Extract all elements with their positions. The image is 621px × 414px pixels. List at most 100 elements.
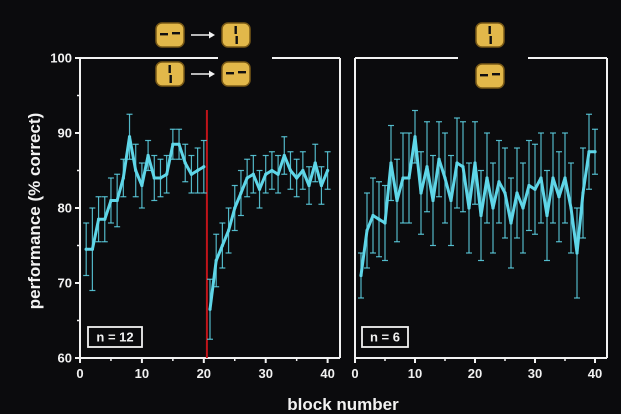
right-data-point [485,176,489,180]
left-data-point [301,168,305,173]
left-ytick-label: 60 [58,351,72,366]
right-icon-1-bar-1 [488,26,491,34]
right-data-point [395,198,399,203]
left-ytick-label: 70 [58,276,72,291]
right-data-point [401,176,405,180]
right-icon-2-bar-2 [492,73,500,76]
right-data-point [455,161,459,165]
y-axis-label: performance (% correct) [25,113,44,310]
right-n-label: n = 6 [370,330,400,345]
left-data-point [264,172,268,176]
right-icon-1 [475,22,505,48]
left-data-point [319,183,324,188]
left-data-point [103,217,107,221]
right-data-point [575,251,579,255]
right-data-point [515,191,519,195]
left-data-point [121,176,125,180]
right-data-point [359,273,363,278]
left-ytick-label: 100 [50,51,72,66]
right-series-line [359,135,597,277]
left-ytick-label: 80 [58,201,72,216]
right-n-box [361,326,409,348]
left-icon-2-from [155,61,185,87]
left-data-point [127,135,132,139]
left-data-point [158,176,163,180]
right-data-point [419,191,423,195]
left-xtick-label: 0 [76,366,83,381]
right-xtick-label: 30 [528,366,542,381]
left-data-point [134,168,138,173]
left-data-point [202,165,206,169]
left-data-point [326,168,330,173]
right-data-point [563,176,567,180]
left-icon-2-to [221,61,251,87]
right-data-point [527,183,531,188]
right-data-point [551,176,555,180]
right-icon-2 [475,63,505,89]
left-data-point [171,142,175,146]
left-icon-2-from-bar-2 [169,75,172,83]
right-xtick-label: 10 [408,366,422,381]
right-data-point [587,150,591,154]
right-data-point [407,176,411,180]
left-data-point [115,198,119,203]
left-data-point [96,217,101,221]
x-axis-label: block number [287,395,399,414]
left-series-line [84,135,206,251]
right-data-point [473,161,477,165]
right-icon-1-bar-2 [489,36,492,44]
left-data-point [233,206,237,210]
right-data-point [479,213,483,218]
left-data-point [189,172,194,176]
left-icon-1-from-bar-2 [172,32,180,35]
left-data-point [251,172,255,176]
left-data-point [84,247,88,251]
left-icon-2-to-bar-1 [226,72,234,75]
right-data-point [389,161,393,165]
left-data-point [152,176,156,180]
right-xtick-label: 20 [468,366,482,381]
right-data-point [593,150,597,154]
left-xtick-label: 20 [197,366,211,381]
right-data-point [539,176,543,180]
left-data-point [220,243,224,248]
left-data-point [146,153,150,158]
right-data-point [365,228,369,233]
panel-left: 0 10 20 30 40 60 70 80 90 100 n = 12 [50,22,341,381]
left-data-point [245,176,249,180]
right-xtick-label: 40 [588,366,602,381]
right-data-point [467,206,471,210]
left-icon-1-to [221,22,251,48]
right-data-point [557,195,561,199]
left-arrow-1-head [209,31,215,39]
left-arrow-2-head [209,70,215,78]
panel-right: 0 10 20 30 40 n = 6 [351,22,608,381]
left-data-point [288,168,293,173]
right-icon-2-bar-1 [480,74,488,77]
right-data-point [377,217,381,221]
right-data-point [581,191,585,195]
left-icon-1-to-bar-2 [235,36,238,44]
right-data-point [449,198,453,203]
left-xtick-label: 40 [320,366,334,381]
left-icon-2-from-bar-1 [168,65,171,73]
right-data-point [437,157,441,161]
right-data-point [383,221,387,225]
right-data-point [491,206,495,210]
left-series-line [208,154,330,311]
right-data-point [425,165,429,169]
left-data-point [177,142,181,146]
right-data-point [521,206,525,210]
right-data-point [509,221,513,225]
left-data-point [196,168,200,173]
left-data-point [183,161,187,165]
left-data-point [295,176,299,180]
right-data-point [413,135,417,139]
left-data-point [307,183,311,188]
left-data-point [270,168,274,173]
right-data-point [443,176,447,180]
left-data-point [140,183,144,188]
left-icon-1-from-bar-1 [160,33,168,36]
